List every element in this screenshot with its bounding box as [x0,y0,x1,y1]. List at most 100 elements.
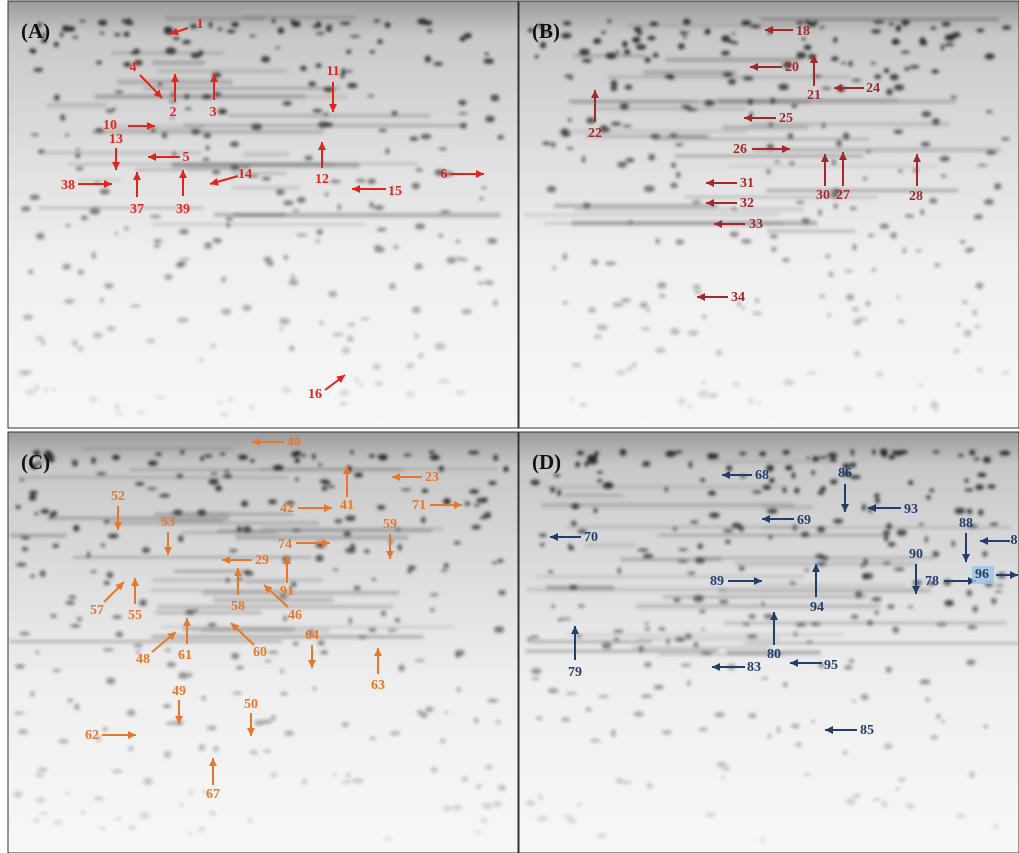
gel-spot [142,547,150,553]
gel-spot [762,677,768,679]
gel-spot [422,489,429,493]
gel-spot [551,142,556,147]
gel-spot [262,719,272,723]
gel-spot [96,61,102,65]
spot-label: 13 [109,132,123,147]
gel-spot [393,245,398,248]
gel-spot [757,402,762,404]
gel-spot [590,739,600,742]
gel-spot [412,306,421,313]
gel-spot [283,255,288,260]
gel-streak [525,213,780,216]
spot-label: 4 [130,60,137,75]
gel-spot [639,646,644,653]
gel-spot [681,105,691,109]
gel-spot [53,669,61,672]
gel-spot [611,80,618,86]
spot-label: 34 [731,290,745,305]
spot-label: 5 [183,150,190,165]
gel-spot [62,264,70,270]
gel-spot [897,529,907,536]
gel-spot [743,623,749,626]
gel-spot [221,309,231,315]
gel-spot [658,627,665,631]
gel-spot [151,128,155,132]
gel-spot [861,564,864,568]
gel-spot [954,349,960,353]
gel-spot [637,32,643,36]
gel-spot [932,551,939,557]
gel-spot [570,397,573,401]
gel-spot [782,258,790,262]
gel-spot [76,153,81,158]
gel-spot [15,664,25,668]
gel-spot [185,94,190,99]
gel-spot [688,404,692,408]
gel-spot [268,651,278,654]
gel-spot [212,170,220,174]
gel-spot [392,111,398,116]
gel-spot [624,49,630,55]
gel-spot [593,38,601,44]
gel-spot [641,465,651,467]
gel-spot [127,710,136,716]
gel-spot [875,499,880,504]
gel-spot [39,812,48,814]
gel-panel [519,432,1019,853]
gel-spot [597,833,607,838]
gel-spot [220,453,225,456]
gel-spot [855,591,862,598]
gel-spot [93,333,103,338]
gel-spot [389,283,395,289]
gel-spot [172,152,176,156]
gel-spot [726,466,732,471]
gel-spot [404,454,412,457]
gel-spot [238,455,248,460]
gel-spot [548,570,553,573]
gel-spot [567,147,574,150]
gel-spot [678,548,688,551]
gel-streak [78,179,121,182]
gel-streak [537,575,805,578]
gel-spot [795,743,802,747]
gel-spot [104,283,113,288]
gel-spot [397,544,402,551]
gel-spot [931,26,936,29]
gel-spot [673,598,680,602]
gel-spot [896,788,900,791]
gel-spot [243,526,252,533]
gel-spot [50,513,54,519]
gel-spot [983,456,991,463]
gel-spot [673,527,677,530]
gel-spot [886,667,892,673]
gel-spot [229,549,237,552]
gel-streak [654,138,870,140]
gel-spot [767,169,771,174]
gel-spot [790,582,795,585]
gel-spot [280,326,283,330]
gel-spot [970,248,975,250]
gel-spot [828,453,838,458]
gel-spot [70,624,80,627]
gel-spot [804,45,812,51]
gel-spot [32,49,36,54]
gel-spot [441,569,448,571]
gel-spot [443,806,452,811]
gel-spot [851,615,858,619]
gel-spot [645,627,650,630]
gel-spot [460,123,467,129]
gel-spot [251,124,262,131]
gel-spot [977,368,983,372]
gel-spot [670,183,677,189]
gel-spot [575,462,580,468]
gel-spot [481,187,486,189]
gel-spot [705,30,710,35]
spot-label: 1 [197,17,204,32]
gel-spot [19,632,30,635]
gel-spot [177,474,183,478]
gel-streak [744,642,1019,644]
gel-spot [72,36,78,38]
gel-spot [819,456,828,458]
gel-spot [213,746,218,752]
gel-streak [568,634,842,636]
